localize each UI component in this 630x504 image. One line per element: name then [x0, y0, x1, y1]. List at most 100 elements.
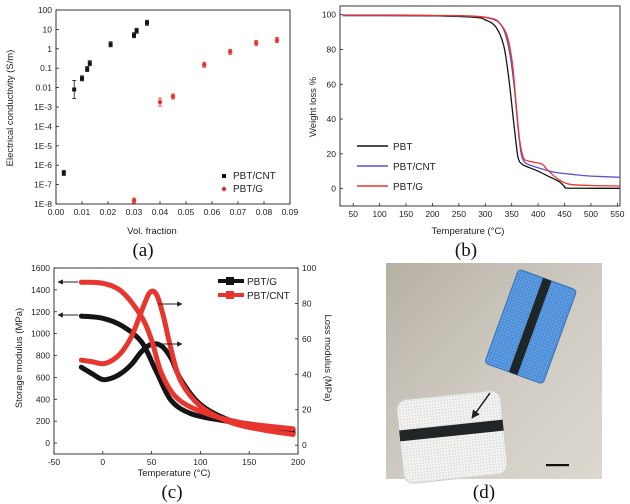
- panel-c-xtick-label: 200: [291, 457, 305, 467]
- panel-c-ylabel: Storage modulus (MPa): [14, 308, 25, 408]
- panel-a-xlabel: Vol. fraction: [127, 226, 177, 237]
- panel-a-xtick-label: 0.02: [100, 207, 117, 217]
- panel-c-frame: [53, 267, 299, 455]
- panel-a-xtick-label: 0.01: [74, 207, 91, 217]
- panel-a-chart: 0.00 0.01 0.02 0.03 0.04 0.05 0.06 0.07 0.08 0.09…: [5, 5, 299, 237]
- white-foam-block: [396, 390, 508, 484]
- panel-d-photo: [386, 263, 602, 484]
- photo-arrow: [471, 392, 491, 419]
- panel-b-xtick-label: 150: [399, 209, 413, 219]
- panel-a-xtick-label: 0.03: [126, 207, 143, 217]
- panel-a-xtick-label: 0.08: [256, 207, 273, 217]
- panel-a-point-pbt-g: [228, 49, 233, 55]
- panel-c-ytick-right-label: 0: [302, 440, 307, 450]
- panel-b-legend-label: PBT/CNT: [393, 162, 436, 173]
- panel-a-ytick-label: 0.01: [35, 83, 52, 93]
- panel-a-ylabel: Electrical conductivity (S/m): [5, 50, 16, 167]
- panel-c-xtick-label: 50: [147, 457, 157, 467]
- panel-a-legend-label: PBT/G: [233, 184, 263, 195]
- panel-a-point-pbt-cnt: [80, 76, 84, 81]
- panel-a-ytick-label: 1E-6: [34, 160, 52, 170]
- panel-c-ytick-right-label: 20: [302, 405, 312, 415]
- panel-b-ytick-label: 80: [327, 44, 337, 54]
- panel-a-ytick-label: 1E-8: [34, 199, 52, 209]
- panel-a-xtick-label: 0.04: [152, 207, 169, 217]
- panel-c-ytick-label: 200: [36, 416, 50, 426]
- panel-c-chart: -50 0 50 100 150 2001600140012001000800600400…: [14, 263, 333, 479]
- panel-c-ytick-label: 0: [45, 438, 50, 448]
- legend-marker-pbt-g: [221, 186, 227, 192]
- panel-b-xtick-label: 350: [505, 209, 519, 219]
- panel-a-point-pbt-cnt: [85, 67, 90, 72]
- panel-b-xtick-label: 300: [478, 209, 492, 219]
- panel-c-xtick-label: -50: [48, 457, 61, 467]
- panel-a-ytick-label: 10: [43, 24, 53, 34]
- panel-b-xtick-label: 550: [610, 209, 624, 219]
- panel-a-ytick-label: 1: [47, 44, 52, 54]
- panel-b-legend-label: PBT/G: [393, 182, 423, 193]
- panel-a-ytick-label: 1E-7: [34, 180, 52, 190]
- panel-b-xtick-label: 400: [531, 209, 545, 219]
- panel-c-series-line: [78, 288, 296, 437]
- panel-c-legend-label: PBT/G: [247, 277, 277, 288]
- panel-a-xtick-label: 0.05: [178, 207, 195, 217]
- panel-a-ytick-label: 1E-5: [34, 141, 52, 151]
- panel-a-legend-label: PBT/CNT: [233, 171, 276, 182]
- panel-c-legend: PBT/G PBT/CNT: [218, 277, 290, 302]
- panel-a-xtick-label: 0.09: [282, 207, 299, 217]
- panel-label-a: (a): [132, 240, 153, 261]
- panel-c-series-line: [78, 313, 296, 433]
- panel-b-ytick-label: 20: [327, 149, 337, 159]
- panel-a-xtick-label: 0.00: [48, 207, 65, 217]
- panel-c-legend-marker: [226, 277, 234, 285]
- scale-bar: [546, 464, 569, 467]
- panel-a-legend: PBT/CNT PBT/G: [221, 171, 276, 195]
- panel-a-point-pbt-g: [254, 40, 259, 46]
- panel-c-ytick-label: 1000: [31, 329, 50, 339]
- panel-a-point-pbt-cnt: [87, 61, 92, 66]
- panel-c-xtick-label: 100: [193, 457, 207, 467]
- panel-a-point-pbt-g: [274, 37, 280, 43]
- panel-b-xtick-label: 100: [373, 209, 387, 219]
- panel-c-xtick-label: 150: [242, 457, 256, 467]
- panel-b-ytick-label: 100: [322, 10, 336, 20]
- panel-a-point-pbt-g: [131, 198, 137, 203]
- panel-c-legend-label: PBT/CNT: [247, 291, 290, 302]
- panel-b-xtick-label: 450: [557, 209, 571, 219]
- panel-a-point-pbt-cnt: [61, 170, 66, 175]
- panel-label-b: (b): [455, 240, 477, 261]
- panel-b-chart: 50 100 150 200 250 300 350 400 450 500 55010080604…: [308, 5, 625, 237]
- panel-b-xlabel: Temperature (°C): [432, 226, 505, 237]
- panel-c-ytick-right-label: 60: [302, 334, 312, 344]
- panel-b-legend: PBT PBT/CNT PBT/G: [357, 142, 436, 193]
- panel-label-d: (d): [473, 482, 495, 503]
- panel-b-ytick-label: 40: [327, 114, 337, 124]
- panel-a-ytick-label: 1E-4: [34, 121, 52, 131]
- panel-b-series-line: [342, 14, 621, 178]
- panel-b-ytick-label: 60: [327, 79, 337, 89]
- panel-c-xlabel: Temperature (°C): [138, 468, 211, 479]
- panel-b-xtick-label: 50: [348, 209, 358, 219]
- panel-a-xtick-label: 0.06: [204, 207, 221, 217]
- panel-b-legend-label: PBT: [393, 142, 412, 153]
- panel-label-c: (c): [161, 482, 182, 503]
- panel-a-point-pbt-cnt: [134, 28, 139, 33]
- panel-b-xtick-label: 250: [452, 209, 466, 219]
- panel-c-ytick-right-label: 100: [302, 263, 316, 273]
- legend-marker-pbt-cnt: [222, 174, 226, 178]
- panel-c-legend-marker: [226, 291, 234, 299]
- panel-c-ytick-right-label: 80: [302, 298, 312, 308]
- panel-a-ytick-label: 1E-3: [34, 102, 52, 112]
- panel-a-point-pbt-cnt: [132, 33, 136, 38]
- blue-foam-block: [485, 269, 577, 384]
- panel-b-series-line: [342, 14, 620, 189]
- panel-b-ytick-label: 0: [331, 184, 336, 194]
- panel-c-ytick-label: 1200: [31, 307, 50, 317]
- panel-c-xtick-label: 0: [100, 457, 105, 467]
- panel-a-point-pbt-cnt: [108, 42, 113, 47]
- panel-a-point-pbt-cnt: [72, 87, 77, 92]
- panel-b-xtick-label: 500: [584, 209, 598, 219]
- panel-a-point-pbt-g: [170, 94, 176, 99]
- panel-a-point-pbt-g: [157, 99, 163, 105]
- panel-c-ytick-label: 600: [36, 372, 50, 382]
